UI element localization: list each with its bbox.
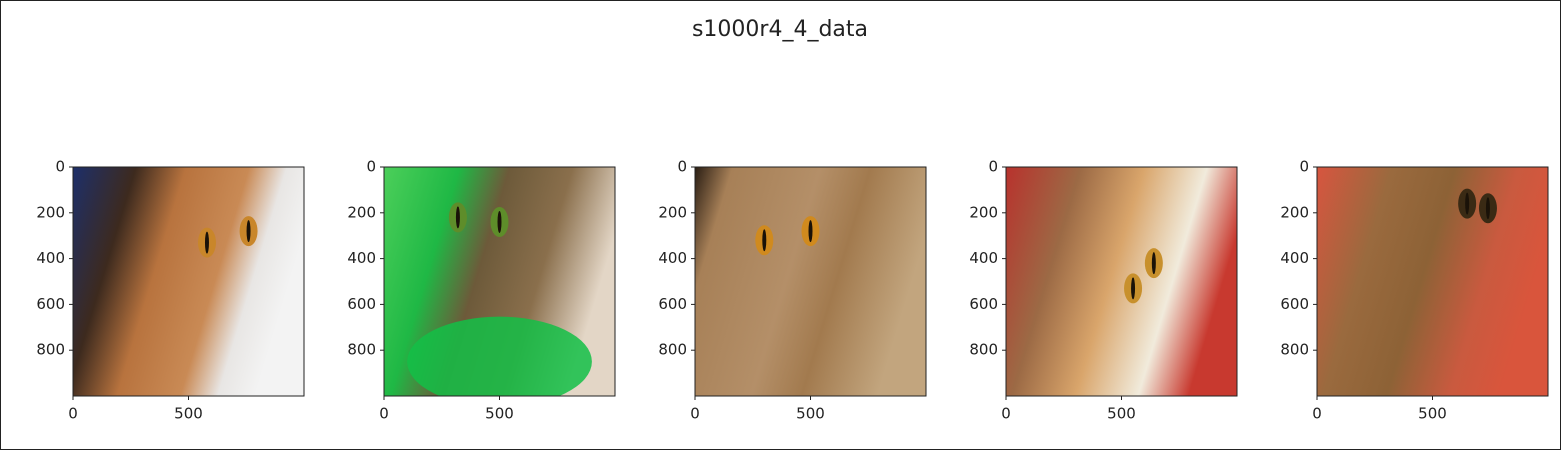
x-tick-label: 500	[485, 405, 514, 423]
x-tick-label: 0	[379, 405, 389, 423]
y-tick-label: 400	[347, 249, 376, 267]
image-panel: 0 200 400 600 800 0 500	[969, 158, 1238, 423]
y-tick-label: 0	[366, 158, 376, 176]
image	[384, 167, 615, 396]
y-tick-label: 600	[969, 295, 998, 313]
y-tick-label: 800	[969, 341, 998, 359]
image-panel: 0 200 400 600 800 0 500	[658, 158, 927, 423]
y-tick-label: 400	[1280, 249, 1309, 267]
y-tick-label: 600	[347, 295, 376, 313]
y-tick-label: 0	[988, 158, 998, 176]
image	[695, 167, 926, 396]
y-tick-label: 800	[1280, 341, 1309, 359]
y-tick-label: 0	[677, 158, 687, 176]
figure-title: s1000r4_4_data	[692, 17, 868, 42]
y-tick-label: 200	[1280, 203, 1309, 221]
x-tick-label: 500	[796, 405, 825, 423]
y-tick-label: 200	[36, 203, 65, 221]
y-tick-label: 800	[347, 341, 376, 359]
image	[1006, 167, 1237, 396]
image-panel: 0 200 400 600 800 0 500	[1280, 158, 1549, 423]
y-tick-label: 800	[36, 341, 65, 359]
image-panel: 0 200 400 600 800 0 500	[36, 158, 305, 423]
x-tick-label: 500	[1418, 405, 1447, 423]
y-tick-label: 600	[36, 295, 65, 313]
y-tick-label: 0	[1299, 158, 1309, 176]
x-tick-label: 500	[1107, 405, 1136, 423]
y-tick-label: 600	[658, 295, 687, 313]
y-tick-label: 200	[347, 203, 376, 221]
y-tick-label: 400	[658, 249, 687, 267]
x-tick-label: 500	[174, 405, 203, 423]
y-tick-label: 0	[55, 158, 65, 176]
image-panel: 0 200 400 600 800 0 500	[347, 158, 616, 423]
x-tick-label: 0	[1001, 405, 1011, 423]
x-tick-label: 0	[1312, 405, 1322, 423]
y-tick-label: 800	[658, 341, 687, 359]
y-tick-label: 400	[36, 249, 65, 267]
y-tick-label: 400	[969, 249, 998, 267]
y-tick-label: 200	[969, 203, 998, 221]
y-tick-label: 200	[658, 203, 687, 221]
image	[1317, 167, 1548, 396]
x-tick-label: 0	[690, 405, 700, 423]
y-tick-label: 600	[1280, 295, 1309, 313]
image	[73, 167, 304, 396]
x-tick-label: 0	[68, 405, 78, 423]
